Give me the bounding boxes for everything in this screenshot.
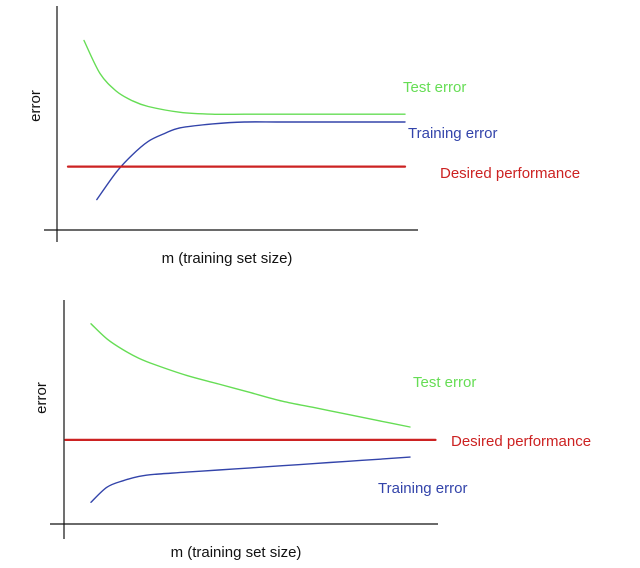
chart-2-x-axis-label: m (training set size)	[171, 544, 302, 561]
chart-2-y-axis-label: error	[33, 382, 50, 414]
chart-1-test-error-line	[83, 39, 406, 116]
chart-1-y-axis-label: error	[27, 90, 44, 122]
chart-1-x-axis-label: m (training set size)	[162, 250, 293, 267]
chart-2-training-error-label: Training error	[378, 480, 467, 497]
chart-2-test-error-label: Test error	[413, 374, 476, 391]
chart-1-desired-performance-label: Desired performance	[440, 165, 580, 182]
chart-1-test-error-label: Test error	[403, 79, 466, 96]
chart-2-training-error-line	[90, 456, 411, 503]
chart-1-training-error-line	[96, 121, 406, 201]
chart-2-test-error-line	[90, 323, 411, 428]
chart-1-training-error-label: Training error	[408, 125, 497, 142]
chart-2-desired-performance-label: Desired performance	[451, 433, 591, 450]
